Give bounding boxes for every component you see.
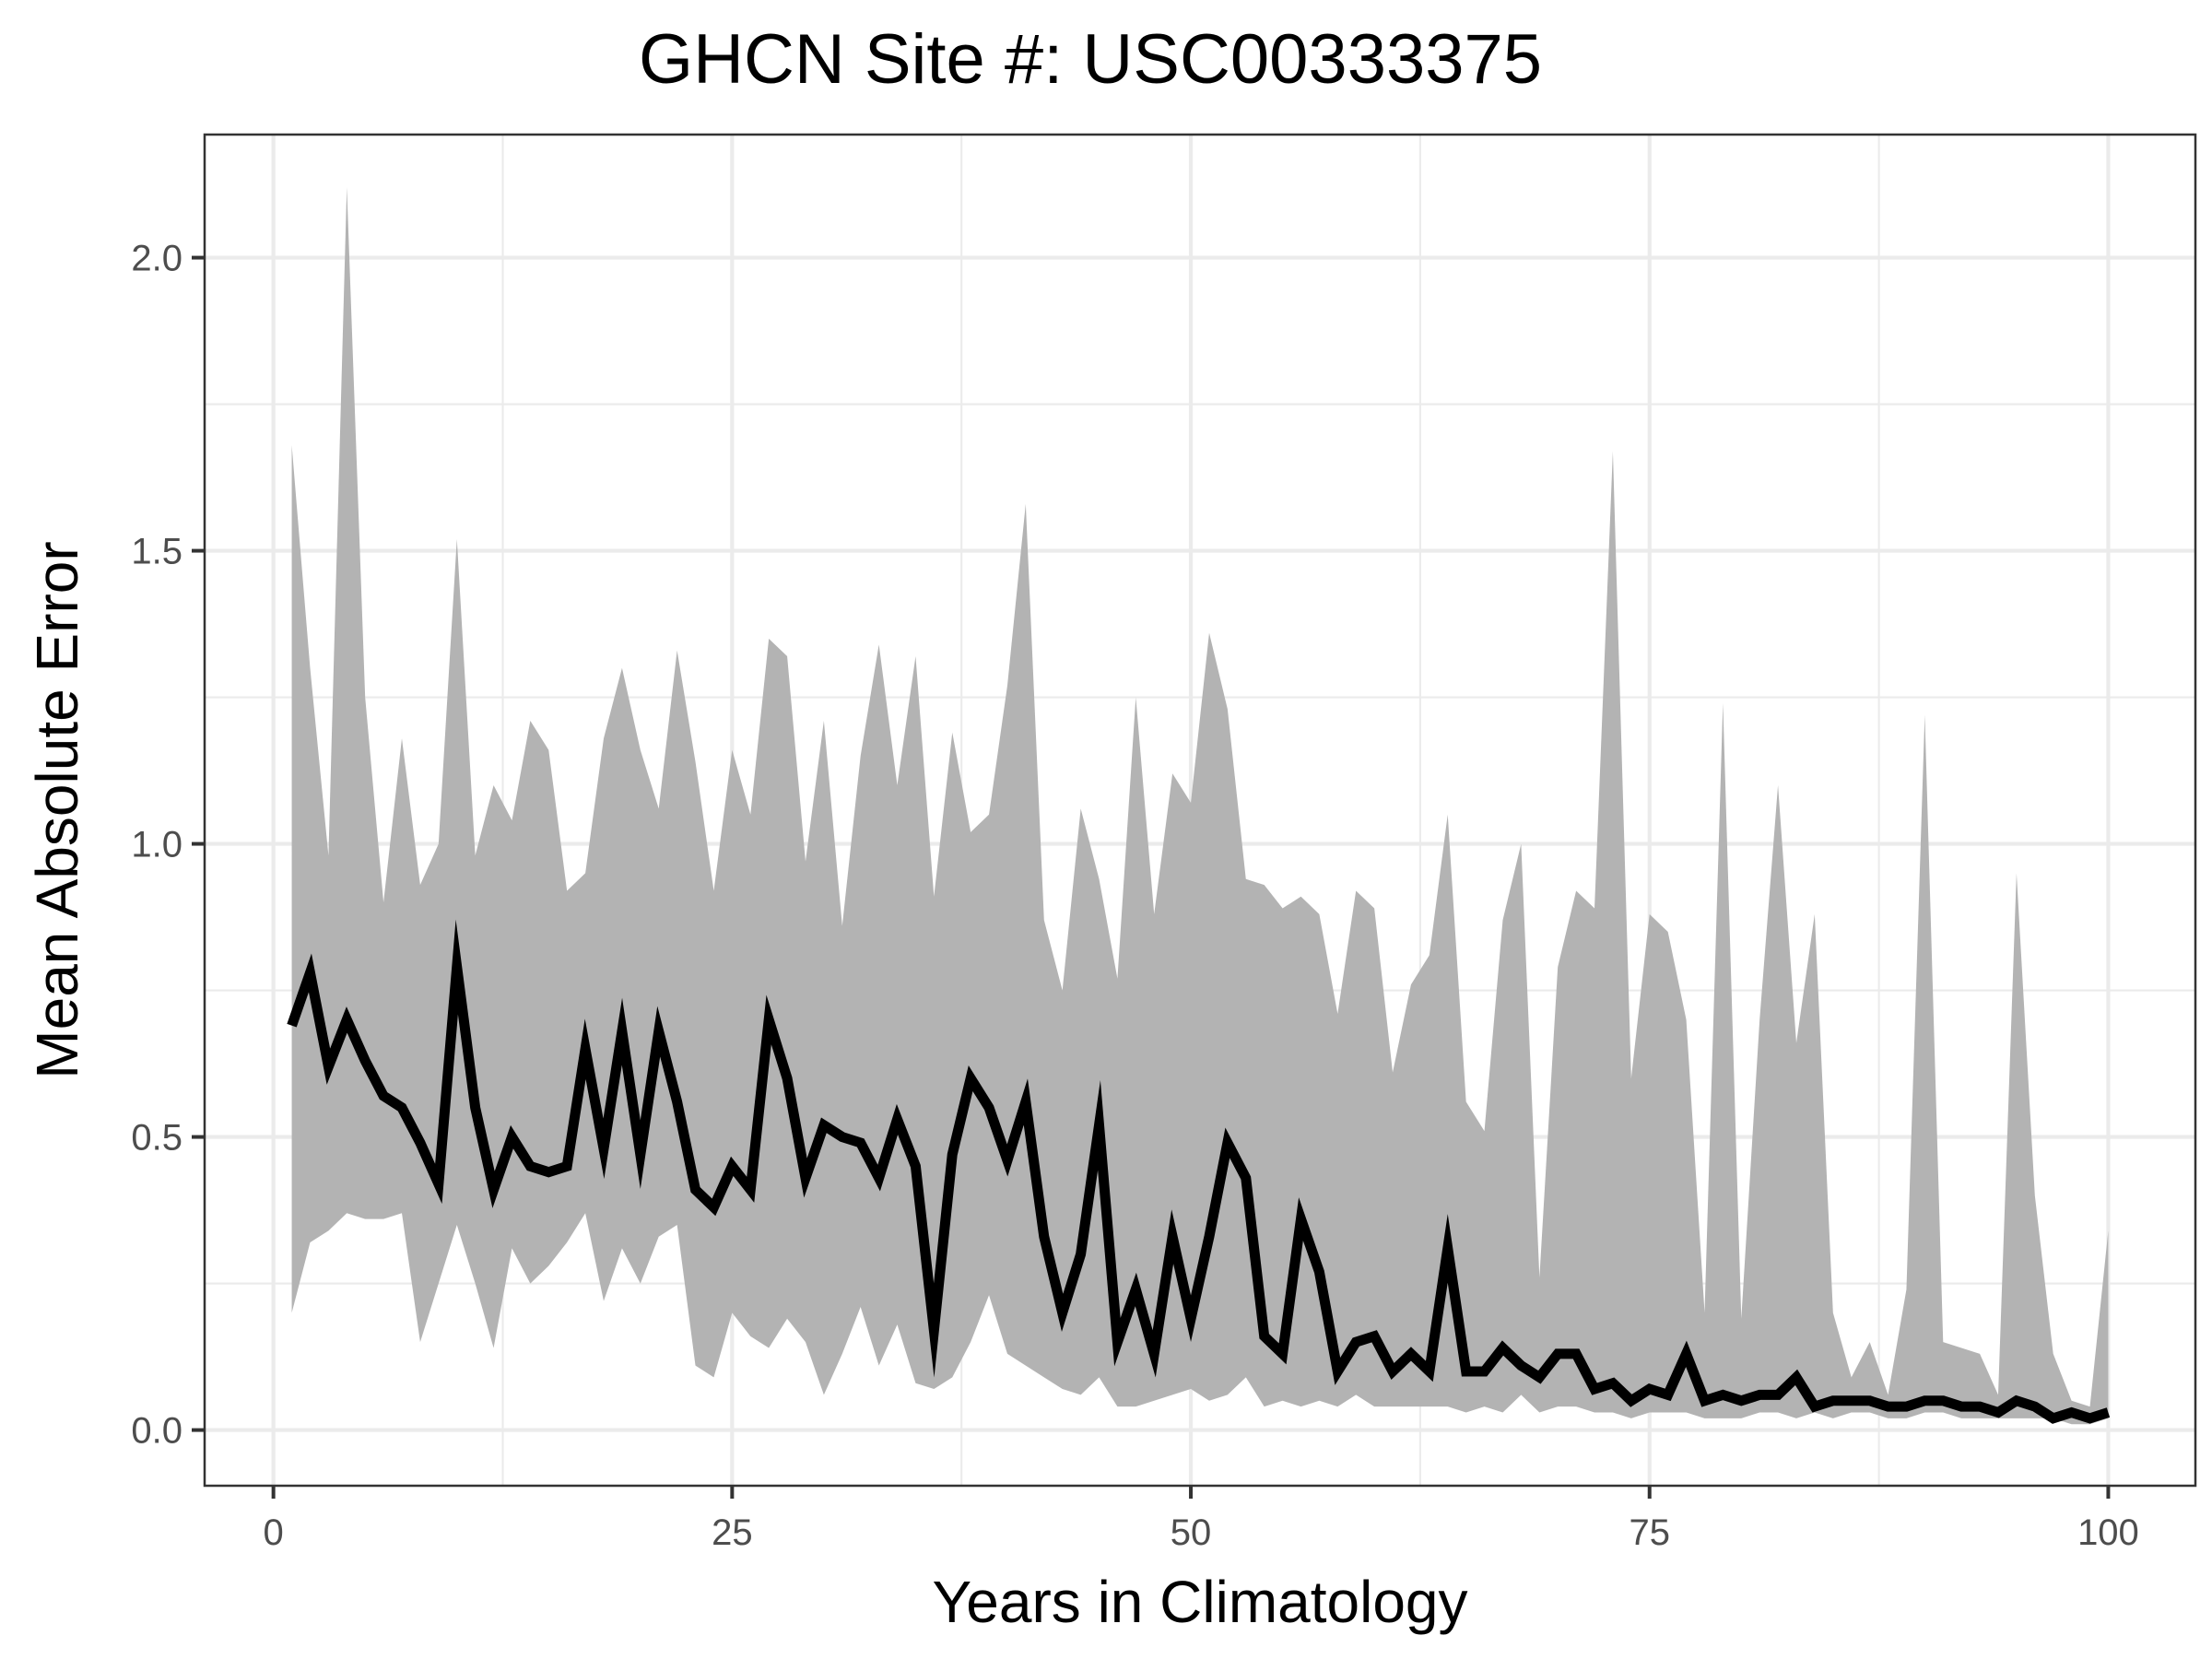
x-axis: 0 25 50 75 100 bbox=[264, 1486, 2139, 1553]
x-tick-label: 100 bbox=[2077, 1512, 2139, 1553]
y-tick-label: 2.0 bbox=[131, 239, 182, 279]
x-tick-label: 25 bbox=[712, 1512, 753, 1553]
line-layer bbox=[287, 919, 2111, 1424]
chart-title: GHCN Site #: USC00333375 bbox=[639, 20, 1542, 99]
y-axis-title: Mean Absolute Error bbox=[24, 541, 90, 1078]
band-layer bbox=[291, 187, 2109, 1425]
mean-line bbox=[287, 919, 2111, 1424]
y-tick-label: 0.0 bbox=[131, 1411, 182, 1452]
x-axis-title: Years in Climatology bbox=[932, 1569, 1467, 1635]
error-band bbox=[291, 187, 2109, 1425]
y-axis: 0.0 0.5 1.0 1.5 2.0 bbox=[131, 239, 205, 1452]
y-tick-label: 1.0 bbox=[131, 825, 182, 865]
panel-border bbox=[203, 133, 2197, 1488]
x-tick-label: 75 bbox=[1629, 1512, 1670, 1553]
x-tick-label: 0 bbox=[264, 1512, 284, 1553]
x-tick-label: 50 bbox=[1171, 1512, 1212, 1553]
y-tick-label: 1.5 bbox=[131, 532, 182, 572]
y-tick-label: 0.5 bbox=[131, 1118, 182, 1159]
